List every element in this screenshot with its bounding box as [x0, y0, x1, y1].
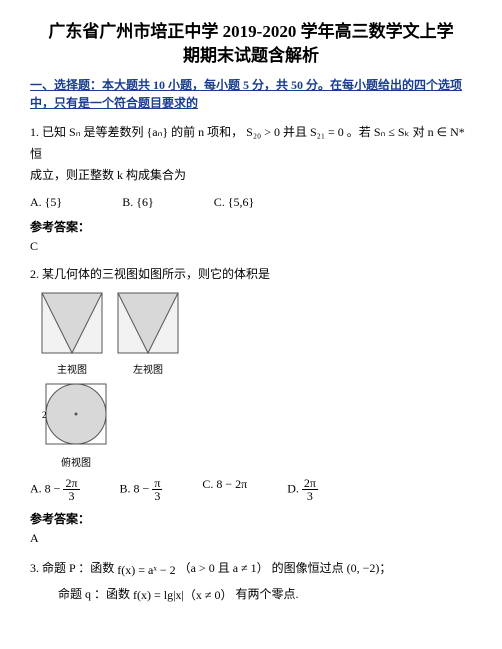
q2-answer: A [30, 531, 472, 546]
side-view-label: 左视图 [116, 361, 180, 376]
front-view: 主视图 [40, 291, 104, 376]
q1-sn: Sₙ [69, 122, 80, 144]
q2-figures: 主视图 左视图 2 俯视图 [40, 291, 472, 469]
q1-choice-a: A. {5} [30, 195, 62, 210]
q2-choice-b: B. 8 − π 3 [120, 477, 163, 502]
top-view-svg: 2 [40, 380, 112, 448]
q3-prefix: 3. 命题 [30, 561, 66, 575]
q1-choices: A. {5} B. {6} C. {5,6} [30, 195, 472, 210]
section-heading: 一、选择题：本大题共 10 小题，每小题 5 分，共 50 分。在每小题给出的四… [30, 76, 472, 112]
q1-answer: C [30, 239, 472, 254]
q1-c3: Sₙ ≤ Sₖ [374, 122, 410, 144]
q2-choice-c: C. 8 − 2π [202, 477, 247, 502]
side-view-svg [116, 291, 180, 355]
q2-choice-d: D. 2π 3 [287, 477, 318, 502]
q2-answer-label: 参考答案： [30, 510, 472, 527]
title-line2: 期期末试题含解析 [30, 44, 472, 68]
doc-title: 广东省广州市培正中学 2019-2020 学年高三数学文上学 期期末试题含解析 [30, 20, 472, 68]
question-3: 3. 命题 P ：函数 f(x) = aˣ − 2 （a > 0 且 a ≠ 1… [30, 556, 472, 607]
q3-fx: f(x) = aˣ − 2 [117, 558, 175, 582]
front-view-label: 主视图 [40, 361, 104, 376]
q1-choice-c: C. {5,6} [214, 195, 255, 210]
question-2: 2. 某几何体的三视图如图所示，则它的体积是 [30, 264, 472, 286]
q1-t3: 并且 [283, 125, 307, 139]
question-1: 1. 已知 Sₙ 是等差数列 {aₙ} 的前 n 项和， S₂₀ > 0 并且 … [30, 122, 472, 187]
side-view: 左视图 [116, 291, 180, 376]
tick-2: 2 [42, 410, 47, 420]
q1-t1: 是等差数列 [83, 125, 143, 139]
q3-tail: 的图像恒过点 (0, −2)； [272, 561, 392, 575]
q1-answer-label: 参考答案： [30, 218, 472, 235]
q3-p: P [69, 561, 75, 575]
q1-t4: 。若 [347, 125, 371, 139]
q1-an: {aₙ} [147, 122, 169, 144]
q3-paren: （a > 0 且 a ≠ 1） [179, 561, 269, 575]
q3-colon: ：函数 [78, 561, 114, 575]
q1-c1: S₂₀ > 0 [246, 122, 280, 144]
q2-choices: A. 8 − 2π 3 B. 8 − π 3 C. 8 − 2π D. 2π 3 [30, 477, 472, 502]
title-line1: 广东省广州市培正中学 2019-2020 学年高三数学文上学 [30, 20, 472, 44]
front-view-svg [40, 291, 104, 355]
q1-line2: 成立，则正整数 k 构成集合为 [30, 165, 472, 187]
q1-t2: 的前 n 项和， [171, 125, 243, 139]
q3-line2: 命题 q ：函数 f(x) = lg|x|（x ≠ 0） 有两个零点. [58, 582, 472, 607]
top-view: 2 俯视图 [40, 380, 112, 469]
q2-choice-a: A. 8 − 2π 3 [30, 477, 80, 502]
q1-choice-b: B. {6} [122, 195, 154, 210]
q1-c2: S₂₁ = 0 [310, 122, 344, 144]
top-view-label: 俯视图 [40, 454, 112, 469]
q1-prefix: 1. 已知 [30, 125, 66, 139]
